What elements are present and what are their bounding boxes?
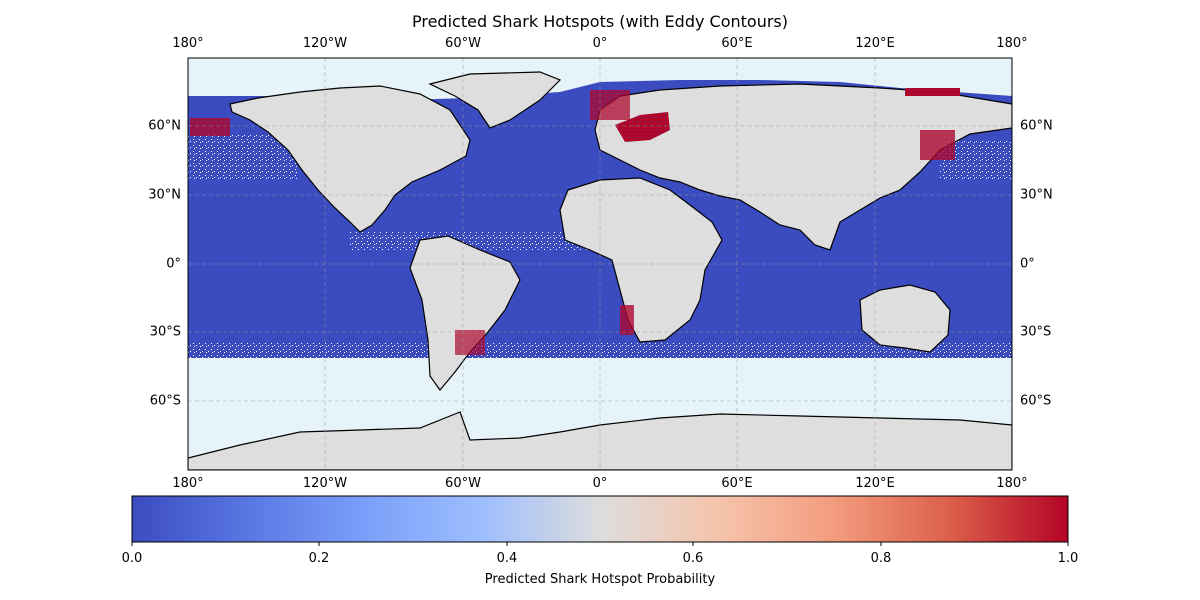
lon-tick-bottom-1: 120°W [302, 476, 348, 491]
lon-tick-bottom-6: 180° [996, 476, 1028, 491]
colorbar-tick-4: 0.8 [870, 551, 892, 566]
lat-tick-right-0: 60°N [1020, 118, 1053, 134]
lat-tick-left-0: 60°N [148, 118, 181, 134]
africa [559, 177, 723, 343]
australia [859, 284, 951, 353]
map-title: Predicted Shark Hotspots (with Eddy Cont… [411, 12, 788, 31]
colorbar [131, 495, 1069, 543]
lon-tick-top-1: 120°W [302, 36, 348, 51]
hotspot-benguela [620, 305, 634, 335]
hotspot-south-atlantic [455, 330, 485, 355]
lon-tick-bottom-5: 120°E [855, 476, 895, 491]
lon-tick-top-4: 60°E [721, 36, 753, 51]
hotspot-okhotsk [920, 130, 955, 160]
lat-tick-right-2: 0° [1020, 256, 1035, 272]
lon-tick-top-2: 60°W [445, 36, 481, 51]
hotspot-bering [190, 118, 230, 136]
lon-tick-bottom-2: 60°W [445, 476, 481, 491]
lat-tick-right-4: 60°S [1020, 393, 1052, 409]
lon-tick-top-6: 180° [996, 36, 1028, 51]
land [188, 71, 1012, 470]
greenland [428, 71, 562, 129]
colorbar-tick-5: 1.0 [1057, 551, 1079, 566]
north-america [229, 85, 471, 233]
lon-tick-top-0: 180° [172, 36, 204, 51]
lat-tick-right-3: 30°S [1020, 324, 1052, 340]
eurasia [594, 83, 1012, 251]
lat-tick-left-2: 0° [166, 256, 181, 272]
lon-tick-top-3: 0° [592, 36, 608, 51]
hotspots [190, 88, 960, 355]
map-frame [187, 57, 1013, 471]
speckle-southern-ocean [188, 342, 1012, 358]
lon-tick-bottom-4: 60°E [721, 476, 753, 491]
hotspot-siberia [905, 88, 960, 96]
lat-tick-left-3: 30°S [149, 324, 181, 340]
lat-tick-left-1: 30°N [148, 187, 181, 203]
colorbar-label: Predicted Shark Hotspot Probability [484, 572, 716, 587]
hotspot-norwegian-sea [590, 90, 630, 120]
gridlines [188, 58, 1012, 470]
lon-tick-bottom-0: 180° [172, 476, 204, 491]
lon-tick-top-5: 120°E [855, 36, 895, 51]
colorbar-tick-3: 0.6 [682, 551, 704, 566]
lon-tick-bottom-3: 0° [592, 476, 608, 491]
colorbar-tick-0: 0.0 [121, 551, 143, 566]
speckle-equator [350, 232, 590, 250]
map-panel [188, 58, 1012, 470]
lat-tick-right-1: 30°N [1020, 187, 1053, 203]
colorbar-tick-1: 0.2 [308, 551, 330, 566]
colorbar-tick-2: 0.4 [496, 551, 518, 566]
colorbar-ticks [131, 542, 1069, 546]
lat-tick-left-4: 60°S [149, 393, 181, 409]
